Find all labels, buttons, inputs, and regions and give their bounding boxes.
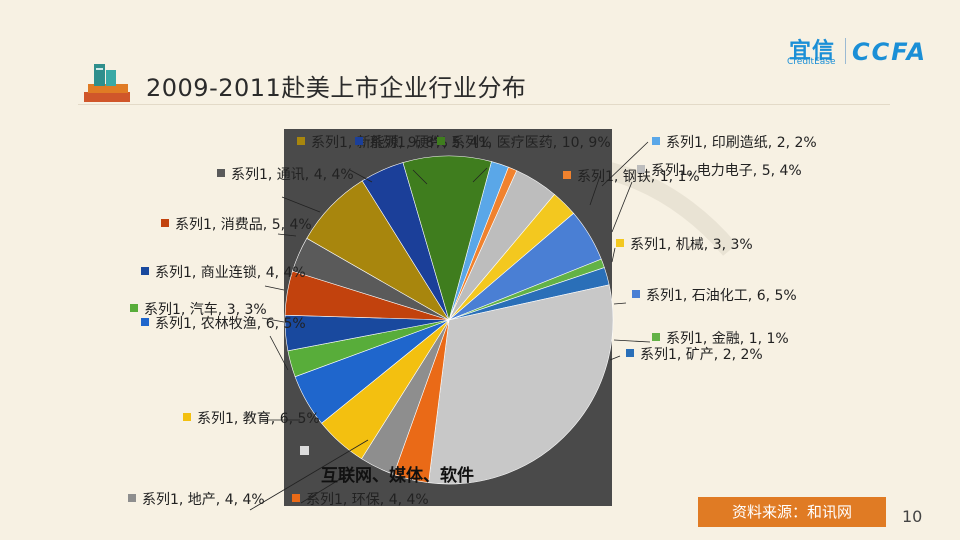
label-medical: 系列1, 医疗医药, 10, 9% — [437, 134, 611, 152]
pie-slice-7 — [428, 284, 614, 485]
page-number: 10 — [902, 507, 923, 526]
legend-swatch — [355, 137, 363, 145]
label-mining: 系列1, 矿产, 2, 2% — [626, 346, 763, 364]
label-text: 系列1, 机械, 3, 3% — [630, 237, 753, 253]
leader-line-1 — [589, 175, 601, 206]
leader-line-8 — [249, 439, 369, 511]
legend-swatch — [616, 239, 624, 247]
leader-line-16 — [412, 169, 428, 185]
label-text: 系列1, 石油化工, 6, 5% — [646, 288, 797, 304]
leader-line-6 — [609, 355, 621, 361]
label-text: 系列1, 教育, 6, 5% — [197, 411, 320, 427]
leader-line-11 — [261, 317, 285, 323]
leader-line-13 — [277, 233, 297, 237]
label-text: 系列1, 电力电子, 5, 4% — [651, 163, 802, 179]
legend-swatch — [130, 304, 138, 312]
label-education: 系列1, 教育, 6, 5% — [183, 410, 320, 428]
legend-swatch — [563, 171, 571, 179]
label-environment: 系列1, 环保, 4, 4% — [292, 491, 429, 509]
legend-swatch — [141, 267, 149, 275]
label-petrochem: 系列1, 石油化工, 6, 5% — [632, 287, 797, 305]
label-finance: 系列1, 金融, 1, 1% — [652, 330, 789, 348]
label-text: 系列1, 地产, 4, 4% — [142, 492, 265, 508]
leader-line-15 — [349, 169, 373, 183]
page-title: 2009-2011赴美上市企业行业分布 — [146, 74, 527, 102]
leader-line-5 — [613, 339, 651, 343]
label-printing: 系列1, 印刷造纸, 2, 2% — [652, 134, 817, 152]
label-machinery: 系列1, 机械, 3, 3% — [616, 236, 753, 254]
legend-swatch — [437, 137, 445, 145]
label-text: 系列1, 通讯, 4, 4% — [231, 167, 354, 183]
legend-swatch-internet — [300, 446, 309, 455]
legend-swatch — [297, 137, 305, 145]
label-steel: 系列1, 钢铁, 1, 1% — [563, 168, 700, 186]
label-hardware: 系列1, 硬件, 5, 4% — [355, 134, 492, 152]
label-auto: 系列1, 汽车, 3, 3% — [130, 301, 267, 319]
pie-slice-18 — [402, 155, 492, 322]
label-electronics: 系列1, 电力电子, 5, 4% — [637, 162, 802, 180]
source-note: 资料来源：和讯网 — [698, 497, 886, 527]
label-telecom: 系列1, 通讯, 4, 4% — [217, 166, 354, 184]
legend-swatch — [626, 349, 634, 357]
creditease-logo-cn: 宜信 — [789, 39, 836, 64]
legend-swatch — [128, 494, 136, 502]
legend-swatch — [632, 290, 640, 298]
legend-swatch — [637, 165, 645, 173]
leader-line-3 — [611, 247, 616, 263]
legend-swatch — [217, 169, 225, 177]
title-divider — [78, 104, 890, 105]
legend-swatch — [161, 219, 169, 227]
label-retail: 系列1, 商业连锁, 4, 4% — [141, 264, 306, 282]
leader-line-0 — [601, 141, 649, 187]
label-text: 系列1, 环保, 4, 4% — [306, 492, 429, 508]
label-text: 系列1, 矿产, 2, 2% — [640, 347, 763, 363]
leader-line-12 — [264, 285, 285, 291]
label-text: 系列1, 印刷造纸, 2, 2% — [666, 135, 817, 151]
label-text: 系列1, 消费品, 5, 4% — [175, 217, 312, 233]
label-text: 系列1, 医疗医药, 10, 9% — [451, 135, 611, 151]
highlight-label-internet: 互联网、媒体、软件 — [321, 466, 474, 486]
legend-swatch — [652, 137, 660, 145]
leader-line-7 — [300, 469, 356, 504]
books-icon — [84, 64, 130, 102]
leader-line-2 — [611, 181, 633, 233]
leader-line-10 — [269, 335, 289, 371]
creditease-logo-en: CreditEase — [787, 57, 836, 67]
label-agriculture: 系列1, 农林牧渔, 6, 5% — [141, 315, 306, 333]
legend-swatch — [141, 318, 149, 326]
label-text: 系列1, 金融, 1, 1% — [666, 331, 789, 347]
leader-line-17 — [472, 167, 488, 183]
label-text: 系列1, 新能源, 9, 8% — [311, 135, 448, 151]
legend-swatch — [652, 333, 660, 341]
label-consumer: 系列1, 消费品, 5, 4% — [161, 216, 312, 234]
label-text: 系列1, 农林牧渔, 6, 5% — [155, 316, 306, 332]
label-realestate: 系列1, 地产, 4, 4% — [128, 491, 265, 509]
leader-line-4 — [613, 302, 627, 305]
logo-divider — [845, 38, 846, 64]
label-text: 系列1, 汽车, 3, 3% — [144, 302, 267, 318]
label-text: 系列1, 钢铁, 1, 1% — [577, 169, 700, 185]
legend-swatch — [292, 494, 300, 502]
label-text: 系列1, 商业连锁, 4, 4% — [155, 265, 306, 281]
label-text: 系列1, 硬件, 5, 4% — [369, 135, 492, 151]
label-newenergy: 系列1, 新能源, 9, 8% — [297, 134, 448, 152]
legend-swatch — [183, 413, 191, 421]
leader-line-14 — [281, 196, 321, 213]
ccfa-logo: CCFA — [852, 38, 928, 66]
